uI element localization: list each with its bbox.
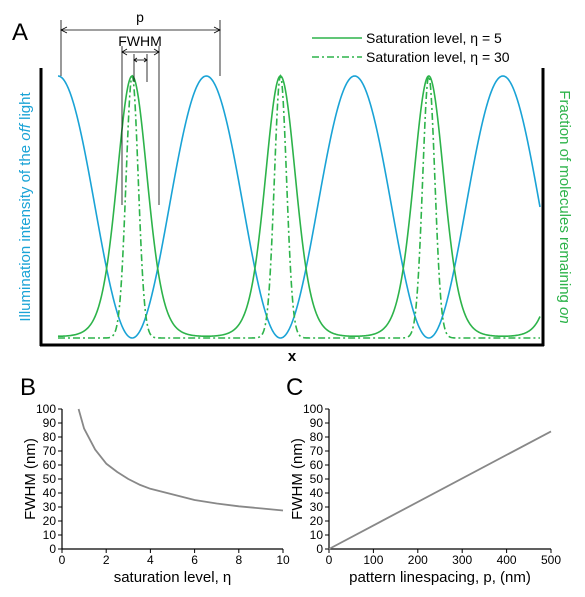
panel-c-y-tick-label: 70: [310, 444, 324, 458]
panel-a-axes: [39, 68, 545, 347]
panel-c-y-tick-label: 80: [310, 430, 324, 444]
panel-c-y-tick-label: 0: [316, 542, 323, 556]
panel-c-y-tick-label: 10: [310, 528, 324, 542]
panel-c-x-tick-label: 300: [452, 553, 472, 567]
panel-c-x-tick-label: 0: [326, 553, 333, 567]
molecules-curve-eta-30: [58, 73, 540, 339]
panel-c-x-axis-label: pattern linespacing, p, (nm): [349, 569, 531, 586]
fwhm-annotation: [121, 46, 160, 205]
panel-c-series-line: [328, 430, 552, 550]
panel-b-y-tick-label: 100: [36, 402, 56, 416]
panel-a-left-y-label-italic: off: [17, 122, 34, 141]
panel-c-x-tick-label: 100: [363, 553, 383, 567]
panel-c-y-tick-label: 90: [310, 416, 324, 430]
panel-b-y-tick-label: 30: [43, 500, 57, 514]
period-label: p: [136, 9, 144, 25]
panel-c-x-tick-label: 200: [408, 553, 428, 567]
panel-a-left-y-label-part1: Illumination intensity of the: [17, 141, 34, 322]
panel-c-y-tick-label: 20: [310, 514, 324, 528]
panel-b-x-tick-label: 2: [103, 553, 110, 567]
panel-c: 0 100 200 300 400 5000102030405060708090100pa…: [289, 402, 561, 586]
panel-c-y-tick-label: 60: [310, 458, 324, 472]
period-annotation: [60, 20, 221, 76]
illumination-curve: [57, 75, 541, 339]
panel-a-left-y-label-part3: light: [17, 92, 34, 125]
panel-b-x-tick-label: 0: [59, 553, 66, 567]
panel-c-y-tick-label: 100: [303, 402, 323, 416]
panel-b-series-line: [77, 408, 284, 512]
panel-b-x-tick-label: 6: [191, 553, 198, 567]
panel-b-y-tick-label: 90: [43, 416, 57, 430]
panel-b-y-tick-label: 0: [49, 542, 56, 556]
molecules-curve-eta-5: [58, 75, 541, 338]
panel-a-right-y-label: Fraction of molecules remaining on: [556, 90, 573, 323]
legend-label-eta-5: Saturation level, η = 5: [366, 30, 502, 46]
panel-b-y-tick-label: 50: [43, 472, 57, 486]
panel-b-y-tick-label: 40: [43, 486, 57, 500]
panel-b-x-tick-label: 8: [235, 553, 242, 567]
panel-c-y-axis-label: FWHM (nm): [289, 438, 306, 520]
panel-b-y-tick-label: 80: [43, 430, 57, 444]
panel-b-y-axis-label: FWHM (nm): [22, 438, 39, 520]
panel-b-y-tick-label: 10: [43, 528, 57, 542]
panel-a-letter: A: [12, 19, 28, 46]
panel-c-x-tick-label: 500: [541, 553, 561, 567]
legend-label-eta-30: Saturation level, η = 30: [366, 49, 510, 65]
panel-a-right-y-label-part1: Fraction of molecules remaining: [556, 90, 573, 307]
panel-b: 0 2 4 6 8 100102030405060708090100saturation …: [22, 402, 290, 586]
panel-b-y-tick-label: 70: [43, 444, 57, 458]
panel-b-y-tick-label: 20: [43, 514, 57, 528]
panel-a-right-y-label-italic: on: [556, 307, 573, 324]
panel-b-letter: B: [20, 374, 36, 401]
panel-c-y-tick-label: 40: [310, 486, 324, 500]
fwhm-label: FWHM: [118, 33, 162, 49]
panel-a-left-y-label: Illumination intensity of the off light: [17, 92, 34, 322]
panel-b-x-tick-label: 10: [276, 553, 290, 567]
panel-b-y-tick-label: 60: [43, 458, 57, 472]
panel-a-x-label: x: [288, 348, 297, 365]
panel-c-y-tick-label: 50: [310, 472, 324, 486]
panel-c-y-tick-label: 30: [310, 500, 324, 514]
panel-c-x-tick-label: 400: [497, 553, 517, 567]
panel-b-x-axis-label: saturation level, η: [114, 569, 232, 586]
panel-a-curves: [57, 73, 541, 339]
panel-b-x-tick-label: 4: [147, 553, 154, 567]
panel-c-letter: C: [286, 374, 303, 401]
panel-a-legend: Saturation level, η = 5 Saturation level…: [312, 30, 510, 65]
